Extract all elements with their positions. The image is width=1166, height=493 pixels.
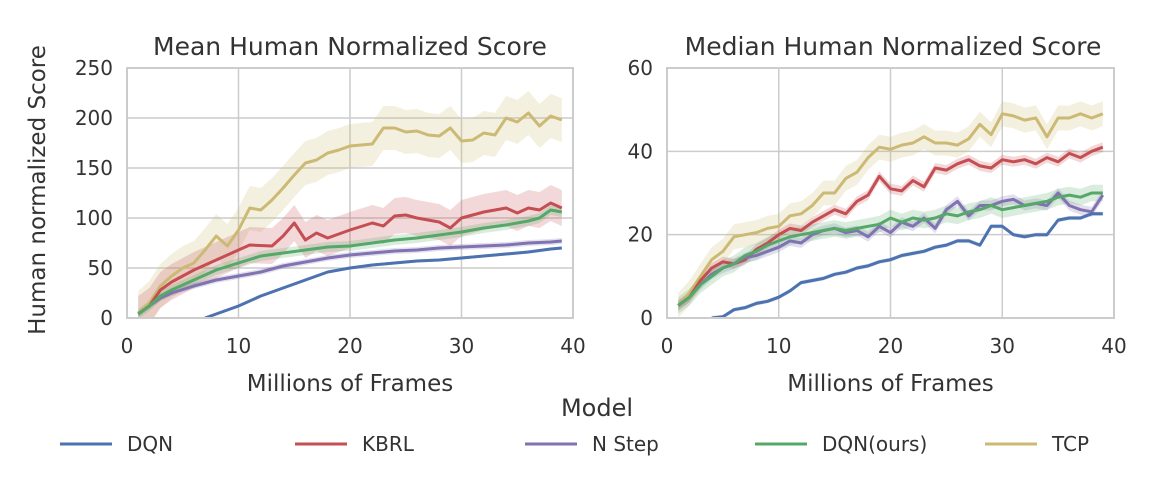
mean-band-tcp	[138, 91, 562, 318]
mean-chart-title: Mean Human Normalized Score	[153, 32, 547, 61]
median-x-tick-label: 0	[661, 334, 674, 358]
mean-y-tick-label: 150	[75, 156, 113, 180]
median-plot-frame	[666, 67, 1115, 319]
median-x-axis-label: Millions of Frames	[787, 371, 993, 397]
mean-series-line-dqn-ours	[137, 208, 563, 316]
median-y-tick-label: 20	[628, 223, 653, 247]
legend-label-dqn: DQN	[127, 432, 173, 456]
legend-label-dqn-ours: DQN(ours)	[822, 432, 927, 456]
median-score-chart: 0 10 20 30 40 0 20 40 60 Median Human Normalized …	[628, 32, 1127, 397]
median-x-tick-label: 40	[1101, 334, 1126, 358]
mean-y-tick-label: 0	[100, 306, 113, 330]
mean-series-line-tcp	[137, 111, 563, 315]
mean-x-tick-label: 30	[449, 334, 474, 358]
mean-y-tick-label: 200	[75, 106, 113, 130]
median-x-tick-label: 30	[990, 334, 1015, 358]
mean-x-axis-label: Millions of Frames	[247, 371, 453, 397]
median-y-tick-label: 60	[628, 56, 653, 80]
median-series-line-dqn	[711, 212, 1103, 318]
legend-label-kbrl: KBRL	[362, 432, 415, 456]
median-y-tick-label: 0	[640, 306, 653, 330]
median-chart-title: Median Human Normalized Score	[685, 32, 1102, 61]
legend: Model DQN KBRL N Step DQN(ours) TCP	[60, 394, 1089, 456]
mean-x-tick-label: 10	[226, 334, 251, 358]
legend-label-tcp: TCP	[1051, 432, 1089, 456]
mean-plot-frame	[126, 67, 574, 319]
mean-x-tick-label: 40	[560, 334, 585, 358]
legend-label-n-step: N Step	[592, 432, 659, 456]
median-x-tick-label: 10	[766, 334, 791, 358]
mean-x-tick-label: 20	[337, 334, 362, 358]
mean-y-axis-label: Human normalized Score	[25, 45, 51, 335]
median-series-line-tcp	[677, 112, 1104, 307]
mean-band-kbrl	[138, 185, 562, 318]
median-band-dqn	[711, 211, 1103, 318]
median-y-tick-label: 40	[628, 139, 653, 163]
mean-series-line-n-step	[137, 239, 562, 316]
legend-title: Model	[561, 394, 633, 422]
mean-score-chart: 0 10 20 30 40 0 50 100 150 200 250 Mean Human Norma…	[25, 32, 586, 397]
mean-x-tick-label: 0	[121, 334, 134, 358]
mean-series-line-dqn	[204, 246, 562, 318]
median-series-line-dqn-ours	[677, 191, 1103, 307]
legend-items: DQN KBRL N Step DQN(ours) TCP	[60, 432, 1089, 456]
median-x-tick-label: 20	[878, 334, 903, 358]
mean-y-tick-label: 250	[75, 56, 113, 80]
mean-series-line-kbrl	[137, 201, 563, 316]
mean-y-tick-label: 100	[75, 206, 113, 230]
mean-y-tick-label: 50	[88, 256, 113, 280]
median-band-tcp	[678, 101, 1103, 318]
